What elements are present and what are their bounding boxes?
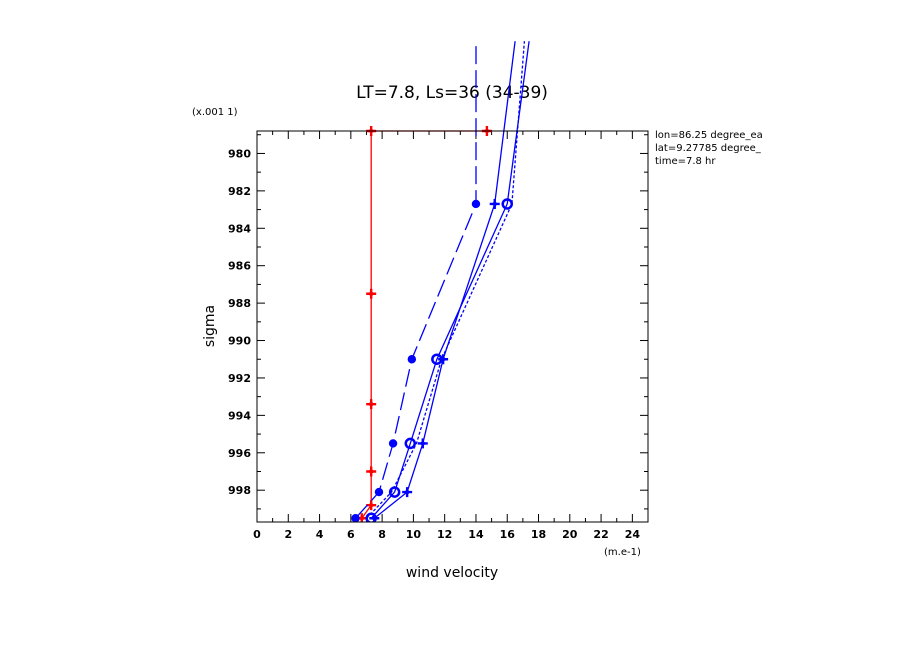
x-tick-label: 6 <box>347 528 355 541</box>
x-tick-label: 0 <box>253 528 261 541</box>
chart-title: LT=7.8, Ls=36 (34-39) <box>356 83 548 103</box>
data-point <box>374 487 384 497</box>
data-point <box>351 514 360 522</box>
x-unit-label: (m.e-1) <box>604 547 641 558</box>
y-tick-label: 992 <box>228 372 251 385</box>
data-point-core <box>368 401 374 407</box>
data-point-core <box>492 201 497 207</box>
series-4 <box>366 41 526 519</box>
series-line <box>373 41 516 519</box>
info-lon: lon=86.25 degree_ea <box>655 130 763 141</box>
x-tick-label: 2 <box>284 528 292 541</box>
data-point-core <box>359 516 364 521</box>
y-tick-label: 994 <box>228 409 251 422</box>
x-tick-label: 8 <box>378 528 386 541</box>
y-tick-label: 990 <box>228 335 251 348</box>
x-tick-label: 4 <box>316 528 324 541</box>
y-tick-label: 986 <box>228 260 251 273</box>
y-tick-label: 996 <box>228 447 251 460</box>
y-tick-label: 998 <box>228 484 251 497</box>
x-tick-label: 12 <box>437 528 452 541</box>
series-3 <box>369 41 516 522</box>
y-tick-label: 982 <box>228 185 251 198</box>
plot-frame <box>256 130 649 523</box>
series-layer <box>351 41 530 522</box>
data-point <box>407 355 417 364</box>
y-unit-label: (x.001 1) <box>192 107 238 118</box>
data-point-core <box>420 441 425 446</box>
data-point-core <box>440 357 446 362</box>
series-line <box>355 41 477 519</box>
x-tick-label: 10 <box>406 528 422 541</box>
data-point-core <box>368 502 374 508</box>
data-point-core <box>368 469 374 474</box>
data-point <box>501 198 513 210</box>
data-point-core <box>372 516 377 521</box>
data-point-core <box>404 489 410 495</box>
data-point <box>404 437 417 450</box>
axes: 0 2 4 6 8 10 12 14 16 18 20 22 249809829849869889909… <box>228 131 648 541</box>
y-axis-title: sigma <box>202 305 218 347</box>
info-time: time=7.8 hr <box>655 156 716 167</box>
series-1 <box>351 41 481 522</box>
x-tick-label: 22 <box>593 528 608 541</box>
series-0 <box>356 126 492 522</box>
data-point <box>471 199 481 209</box>
x-tick-label: 20 <box>562 528 578 541</box>
x-tick-label: 16 <box>500 528 516 541</box>
x-tick-label: 14 <box>468 528 484 541</box>
series-line <box>366 41 526 519</box>
series-line <box>361 130 487 519</box>
info-lat: lat=9.27785 degree_ <box>655 143 762 154</box>
series-line <box>370 41 530 519</box>
x-tick-label: 18 <box>531 528 546 541</box>
x-tick-label: 24 <box>625 528 641 541</box>
data-point <box>388 486 401 498</box>
y-tick-label: 988 <box>228 297 251 310</box>
data-point <box>388 439 398 448</box>
data-point-core <box>368 291 374 296</box>
y-tick-label: 984 <box>228 222 251 235</box>
y-tick-label: 980 <box>228 147 251 160</box>
x-axis-title: wind velocity <box>406 565 498 581</box>
